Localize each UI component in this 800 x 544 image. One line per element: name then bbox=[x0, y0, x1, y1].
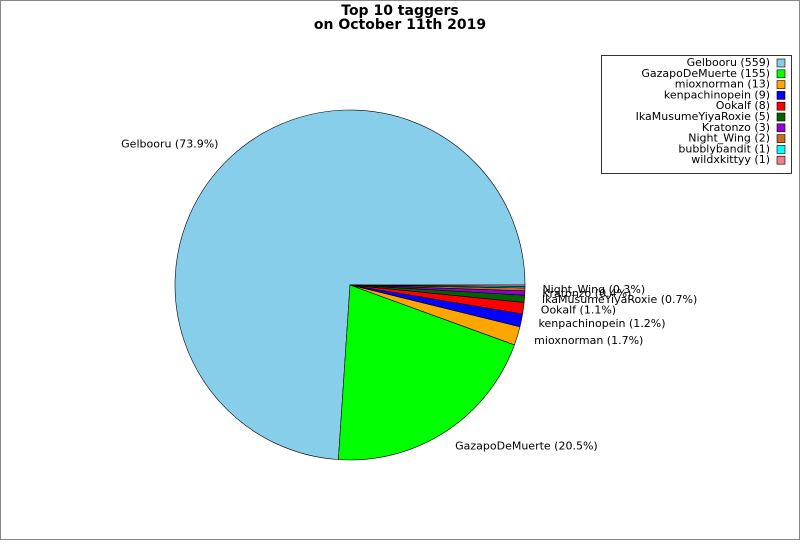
legend-swatch bbox=[776, 155, 786, 165]
legend-label: Night_Wing (2) bbox=[688, 132, 770, 145]
slice-label: kenpachinopein (1.2%) bbox=[539, 317, 666, 330]
legend-swatch bbox=[776, 112, 786, 122]
legend-swatch bbox=[776, 58, 786, 68]
legend-label: kenpachinopein (9) bbox=[664, 88, 770, 101]
chart-title: Top 10 taggers bbox=[341, 3, 458, 19]
legend-swatch bbox=[776, 91, 786, 100]
slice-label: mioxnorman (1.7%) bbox=[534, 334, 643, 347]
slice-label: Gelbooru (73.9%) bbox=[121, 137, 218, 150]
legend-label: Ookalf (8) bbox=[716, 99, 770, 112]
slice-label: GazapoDeMuerte (20.5%) bbox=[455, 439, 598, 452]
slice-label: Kratonzo (0.4%) bbox=[542, 287, 631, 300]
legend-label: mioxnorman (13) bbox=[675, 78, 770, 91]
slice-label: Night_Wing (0.3%) bbox=[542, 283, 645, 296]
legend-label: Gelbooru (559) bbox=[687, 56, 770, 69]
legend-label: Kratonzo (3) bbox=[702, 121, 770, 134]
slice-label: IkaMusumeYiyaRoxie (0.7%) bbox=[542, 293, 697, 306]
legend-label: bubblybandit (1) bbox=[678, 142, 770, 155]
legend-swatch bbox=[776, 69, 786, 79]
legend-swatch bbox=[776, 80, 786, 89]
legend-swatch bbox=[776, 145, 786, 154]
legend-swatch bbox=[776, 101, 786, 111]
legend-swatch bbox=[776, 123, 786, 133]
legend-swatch bbox=[776, 134, 786, 143]
slice-label: Ookalf (1.1%) bbox=[541, 304, 616, 317]
pie-slice bbox=[338, 284, 515, 461]
chart-title: on October 11th 2019 bbox=[314, 17, 486, 33]
legend-box bbox=[601, 55, 792, 174]
legend-label: GazapoDeMuerte (155) bbox=[641, 67, 770, 80]
pie-slice bbox=[349, 284, 526, 287]
legend-label: IkaMusumeYiyaRoxie (5) bbox=[636, 110, 770, 123]
legend-label: wildxkittyy (1) bbox=[691, 153, 770, 166]
